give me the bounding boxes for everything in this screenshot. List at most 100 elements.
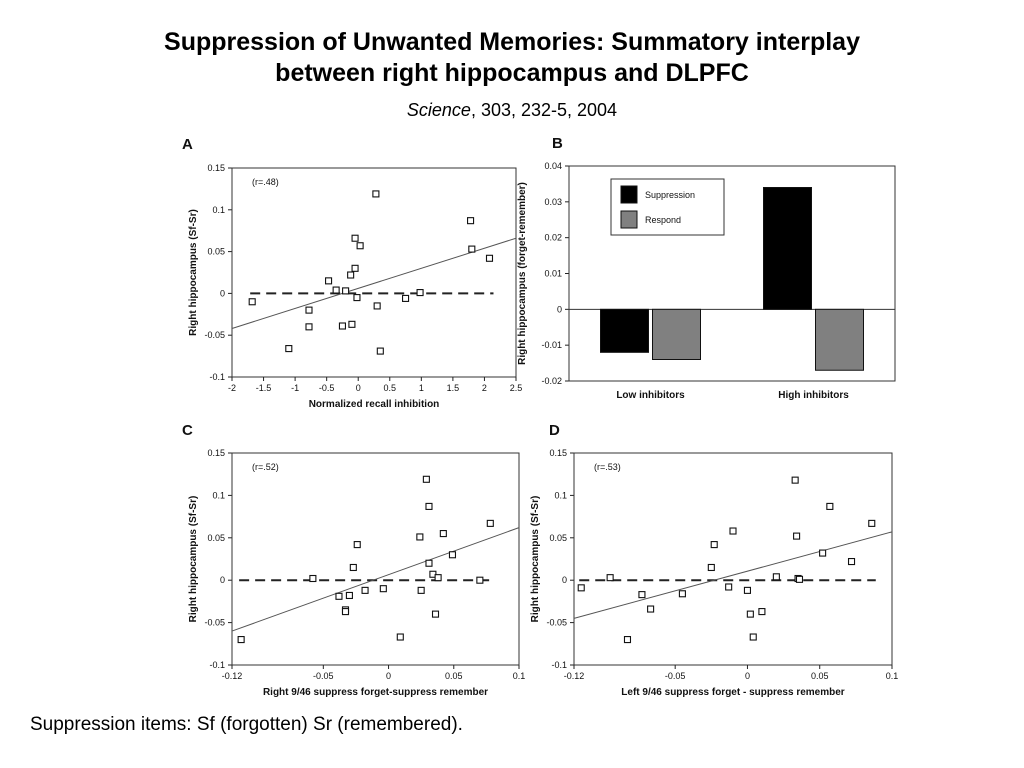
panel-a-data-point [347,271,355,279]
panel-c-ytick-label: 0 [220,575,225,585]
panel-a-data-point [353,294,361,302]
panel-b-bar-respond-high-inhibitors [815,308,864,371]
panel-d-data-point [791,476,799,484]
panel-b-bar-suppression-high-inhibitors [763,187,812,310]
panel-a-ytick-label: 0.1 [212,205,225,215]
panel-d-ytick-label: -0.05 [546,618,567,628]
panel-a-data-point [402,294,410,302]
panel-a-data-point [351,234,359,242]
panel-d-data-point [710,541,718,549]
panel-c-xtick-label: 0 [386,671,391,681]
panel-b-category-label: High inhibitors [778,390,849,401]
panel-d-xlabel: Left 9/46 suppress forget - suppress rem… [621,687,845,698]
panel-c-xtick-label: 0.1 [513,671,526,681]
panel-a-data-point [305,306,313,314]
panel-d-xtick-label: -0.12 [564,671,585,681]
panel-a-ytick-label: 0 [220,288,225,298]
panel-d-data-point [623,636,632,644]
footer-note: Suppression items: Sf (forgotten) Sr (re… [30,714,463,735]
slide-title-line-2: between right hippocampus and DLPFC [275,59,749,87]
panel-c-data-point [422,475,430,483]
panel-b-legend-swatch-suppression [620,185,638,204]
panel-d-data-point [795,575,804,583]
panel-d-data-point [729,527,737,535]
panel-c-fit-line [231,527,520,632]
panel-d-ytick-label: 0.05 [549,533,567,543]
panel-b-bar-respond-low-inhibitors [652,308,701,361]
panel-d-data-point [647,605,655,613]
panel-c-data-point [434,574,442,582]
panel-a-data-point [332,286,340,294]
panel-d-data-point [707,563,715,572]
panel-d-data-point [847,557,856,566]
panel-b-ytick-label: -0.01 [541,340,562,350]
panel-b-label: B [552,135,563,152]
panel-b-plot-frame [568,165,896,382]
panel-c-data-point [335,592,343,600]
panel-c-data-point [425,559,433,567]
panel-a-xtick-label: -1 [291,383,299,393]
panel-c-data-point [486,519,494,527]
panel-d-data-point [758,608,766,616]
panel-a-data-point [342,287,350,295]
panel-c-plot-frame [231,452,520,666]
panel-d-data-point [678,590,686,598]
panel-a-xtick-label: 2.5 [510,383,523,393]
panel-b-ytick-label: -0.02 [541,376,562,386]
panel-a-xtick-label: -2 [228,383,236,393]
panel-c-data-point [416,533,424,541]
panel-a-xtick-label: 2 [482,383,487,393]
panel-a-data-point [338,322,346,330]
panel-a-data-point [467,217,475,225]
panel-c-ylabel: Right hippocampus (Sf-Sr) [188,496,199,623]
panel-a-xtick-label: 0.5 [384,383,397,393]
panel-b-legend-label-suppression: Suppression [645,190,695,200]
panel-c-data-point [448,551,457,559]
panel-a-data-point [325,277,333,285]
panel-c-data-point [396,633,404,641]
panel-d-data-point [772,573,780,581]
panel-a-xtick-label: 1 [419,383,424,393]
panel-c-data-point [309,574,317,583]
panel-a-data-point [468,245,476,253]
panel-a-data-point [376,347,384,355]
panel-c-xlabel: Right 9/46 suppress forget-suppress reme… [263,687,488,698]
panel-c-data-point [476,576,484,584]
citation-journal: Science [406,100,471,120]
panel-b-ylabel: Right hippocampus (forget-remember) [517,182,528,365]
panel-d-data-point [793,532,801,540]
panel-a-data-point [372,190,380,198]
panel-d-data-point [868,519,876,527]
panel-b-bar-suppression-low-inhibitors [600,308,649,353]
panel-d-xtick-label: -0.05 [665,671,686,681]
panel-a-data-point [356,242,364,250]
panel-a-xtick-label: -1.5 [256,383,272,393]
panel-a-xtick-label: -0.5 [319,383,335,393]
panel-c-data-point [353,541,361,549]
panel-a-plot-frame [231,167,517,378]
panel-b-legend-swatch-respond [620,210,638,229]
panel-d-data-point [725,583,733,591]
panel-c-xtick-label: -0.12 [222,671,243,681]
panel-d-ylabel: Right hippocampus (Sf-Sr) [530,496,541,623]
panel-a-data-point [348,320,356,328]
panel-d-xtick-label: 0.1 [886,671,899,681]
panel-c-ytick-label: 0.1 [212,490,225,500]
panel-c-data-point [341,608,350,616]
panel-a-ylabel: Right hippocampus (Sf-Sr) [188,209,199,336]
panel-d-data-point [606,574,614,582]
slide-title-line-1: Suppression of Unwanted Memories: Summat… [164,28,860,56]
panel-b-ytick-label: 0.04 [544,161,562,171]
panel-a-data-point [373,302,381,310]
panel-a-xtick-label: 1.5 [447,383,460,393]
panel-d-data-point [819,549,827,557]
citation: Science, 303, 232-5, 2004 [0,100,1024,121]
panel-a-ytick-label: 0.15 [207,163,225,173]
panel-b-ytick-label: 0.03 [544,197,562,207]
panel-d-fit-line [573,531,893,619]
panel-d-ytick-label: 0.1 [554,490,567,500]
panel-c-data-point [349,563,357,572]
panel-c-label: C [182,422,193,439]
panel-c-data-point [345,591,353,600]
panel-c-data-point [361,586,369,594]
